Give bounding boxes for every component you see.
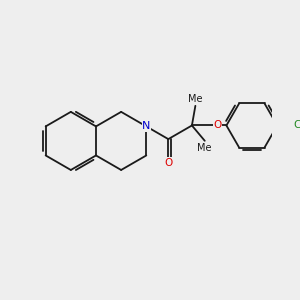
Text: O: O xyxy=(213,121,221,130)
Text: N: N xyxy=(142,122,151,131)
Text: Cl: Cl xyxy=(294,121,300,130)
Text: Me: Me xyxy=(188,94,202,104)
Text: O: O xyxy=(164,158,172,168)
Text: Me: Me xyxy=(197,142,212,153)
